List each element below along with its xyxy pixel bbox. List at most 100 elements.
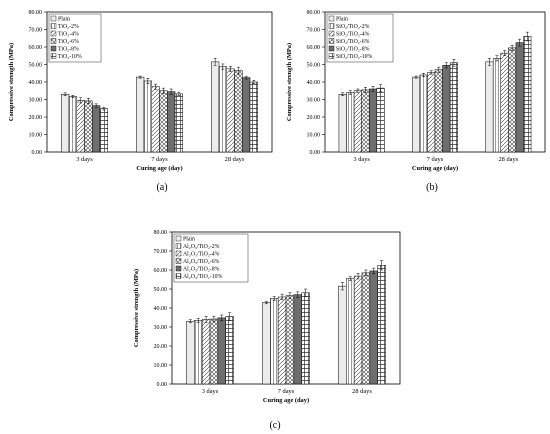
y-tick-label: 10.00 [307, 133, 321, 139]
bar [99, 108, 108, 153]
bar [368, 88, 378, 153]
legend-label: Plain [336, 17, 348, 23]
bars [338, 31, 532, 153]
x-tick-label: 7 days [278, 388, 295, 395]
bar [217, 317, 226, 385]
x-axis-label: Curing age (day) [412, 165, 458, 172]
y-tick-label: 40.00 [29, 80, 43, 86]
bar [485, 61, 494, 153]
bar [508, 47, 517, 153]
chart-panel-2: 0.00 10.00 20.00 30.00 40.00 50.00 60.00 70.00 8… [286, 10, 546, 193]
bar [167, 91, 176, 153]
y-tick-label: 50.00 [29, 63, 43, 69]
legend-swatch [328, 45, 335, 52]
bar [285, 295, 295, 385]
x-tick-label: 7 days [427, 156, 444, 163]
bar [225, 316, 234, 385]
bar [136, 76, 145, 153]
legend-label: TiO₂-4% [58, 32, 79, 38]
bar [194, 320, 203, 385]
bar [346, 278, 355, 385]
y-tick-label: 80.00 [154, 230, 168, 236]
y-tick-label: 50.00 [154, 287, 168, 293]
y-tick-label: 10.00 [29, 133, 43, 139]
y-tick-label: 30.00 [307, 98, 321, 104]
x-tick-label: 3 days [353, 156, 370, 163]
legend-label: Al₂O₃/TiO₂-8% [183, 267, 220, 273]
bar [361, 89, 370, 153]
y-tick-label: 20.00 [307, 115, 321, 121]
legend-swatch [328, 15, 335, 22]
bars [186, 260, 386, 385]
bar [186, 321, 195, 385]
y-tick-label: 0.00 [32, 150, 43, 156]
x-axis-label: Curing age (day) [263, 397, 309, 404]
bar [159, 90, 168, 153]
x-tick-label: 3 days [202, 388, 219, 395]
bar [76, 100, 85, 153]
y-tick-label: 40.00 [154, 306, 168, 312]
x-tick-label: 3 days [76, 156, 93, 163]
bar [361, 272, 371, 385]
chart-panel-1: 0.00 10.00 20.00 30.00 40.00 50.00 60.00 70.00 8… [8, 10, 273, 193]
legend-swatch [328, 23, 335, 29]
bar [301, 292, 310, 385]
bar [523, 36, 532, 153]
y-tick-label: 70.00 [307, 28, 321, 34]
legend-label: SiO₂/TiO₂-6% [336, 39, 370, 45]
y-tick-label: 20.00 [154, 344, 168, 350]
legend-swatch [50, 53, 57, 59]
bar [492, 58, 502, 153]
legend-label: Al₂O₃/TiO₂-2% [183, 244, 220, 250]
bar [174, 93, 183, 153]
y-tick-label: 30.00 [29, 98, 43, 104]
bar [434, 69, 443, 153]
y-tick-label: 70.00 [29, 28, 43, 34]
panel-label: (c) [269, 420, 280, 431]
legend-label: SiO₂/TiO₂-4% [336, 32, 370, 38]
bar [242, 77, 251, 153]
y-tick-label: 30.00 [154, 325, 168, 331]
y-tick-label: 40.00 [307, 80, 321, 86]
legend-swatch [50, 45, 57, 52]
y-tick-label: 80.00 [29, 10, 43, 16]
bar [226, 68, 235, 153]
x-tick-label: 7 days [151, 156, 168, 163]
bar [376, 87, 385, 153]
x-tick-label: 28 days [225, 156, 245, 163]
legend-label: Al₂O₃/TiO₂-10% [183, 274, 223, 280]
bar [143, 80, 152, 153]
legend-swatch [175, 243, 182, 249]
bar [353, 275, 363, 385]
x-tick-label: 28 days [498, 156, 518, 163]
legend-label: TiO₂-2% [58, 24, 79, 30]
legend-box [48, 13, 102, 63]
legend-swatch [175, 235, 182, 242]
legend-swatch [50, 38, 57, 44]
y-tick-label: 60.00 [29, 45, 43, 51]
bar [201, 319, 211, 385]
y-tick-label: 60.00 [307, 45, 321, 51]
legend-box [326, 13, 394, 63]
bar [442, 65, 451, 153]
legend-label: Al₂O₃/TiO₂-6% [183, 259, 220, 265]
x-tick-label: 28 days [352, 388, 372, 395]
bars [61, 58, 258, 153]
bar [84, 100, 93, 153]
legend-swatch [50, 15, 57, 22]
legend-swatch [175, 258, 182, 264]
charts-layer: 0.00 10.00 20.00 30.00 40.00 50.00 60.00 70.00 8… [8, 10, 546, 431]
bar [500, 52, 509, 153]
bar [515, 42, 524, 153]
legend-label: Plain [183, 237, 195, 243]
bar [353, 90, 362, 153]
legend-swatch [175, 250, 182, 257]
legend-swatch [328, 53, 335, 59]
bar [293, 294, 302, 385]
bar [209, 318, 219, 385]
bar [262, 302, 271, 385]
legend-label: TiO₂-8% [58, 47, 79, 53]
legend-swatch [175, 273, 182, 279]
